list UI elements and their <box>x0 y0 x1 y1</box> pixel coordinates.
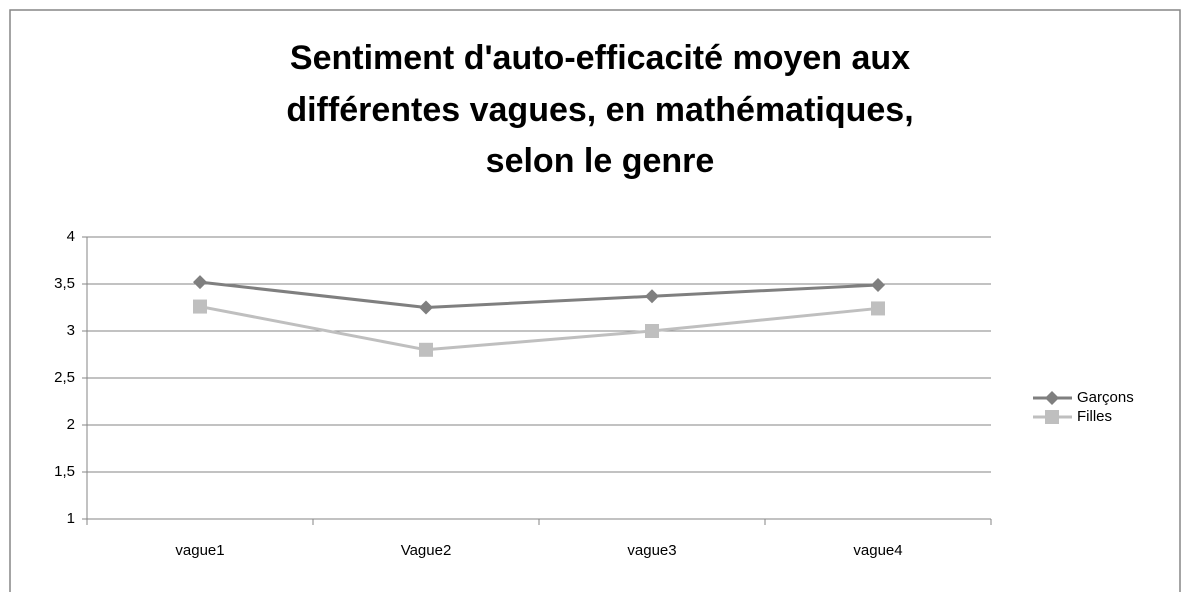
y-tick-label: 3,5 <box>54 275 75 292</box>
legend-marker <box>1045 391 1059 405</box>
chart-title: selon le genre <box>486 142 715 180</box>
chart-title: différentes vagues, en mathématiques, <box>286 91 913 129</box>
y-tick-label: 1,5 <box>54 463 75 480</box>
point <box>193 275 207 290</box>
point <box>419 300 433 315</box>
legend-marker <box>1045 410 1059 424</box>
point <box>871 301 885 316</box>
point <box>645 324 659 338</box>
y-tick-label: 1 <box>67 510 75 527</box>
legend-label: Garçons <box>1077 389 1134 406</box>
point <box>193 299 207 314</box>
series-line <box>199 280 879 310</box>
y-tick-label: 3 <box>67 322 75 339</box>
point <box>419 342 433 357</box>
y-tick-label: 2,5 <box>54 369 75 386</box>
y-tick-label: 4 <box>67 228 75 245</box>
x-tick-label: vague4 <box>853 542 902 559</box>
point <box>645 289 659 304</box>
series-line <box>199 305 879 352</box>
point <box>871 277 885 292</box>
legend-label: Filles <box>1077 408 1112 425</box>
y-tick-label: 2 <box>67 416 75 433</box>
x-tick-label: vague3 <box>627 542 676 559</box>
x-tick-label: Vague2 <box>401 542 452 559</box>
chart-title: Sentiment d'auto-efficacité moyen aux <box>290 39 910 77</box>
x-tick-label: vague1 <box>175 542 224 559</box>
